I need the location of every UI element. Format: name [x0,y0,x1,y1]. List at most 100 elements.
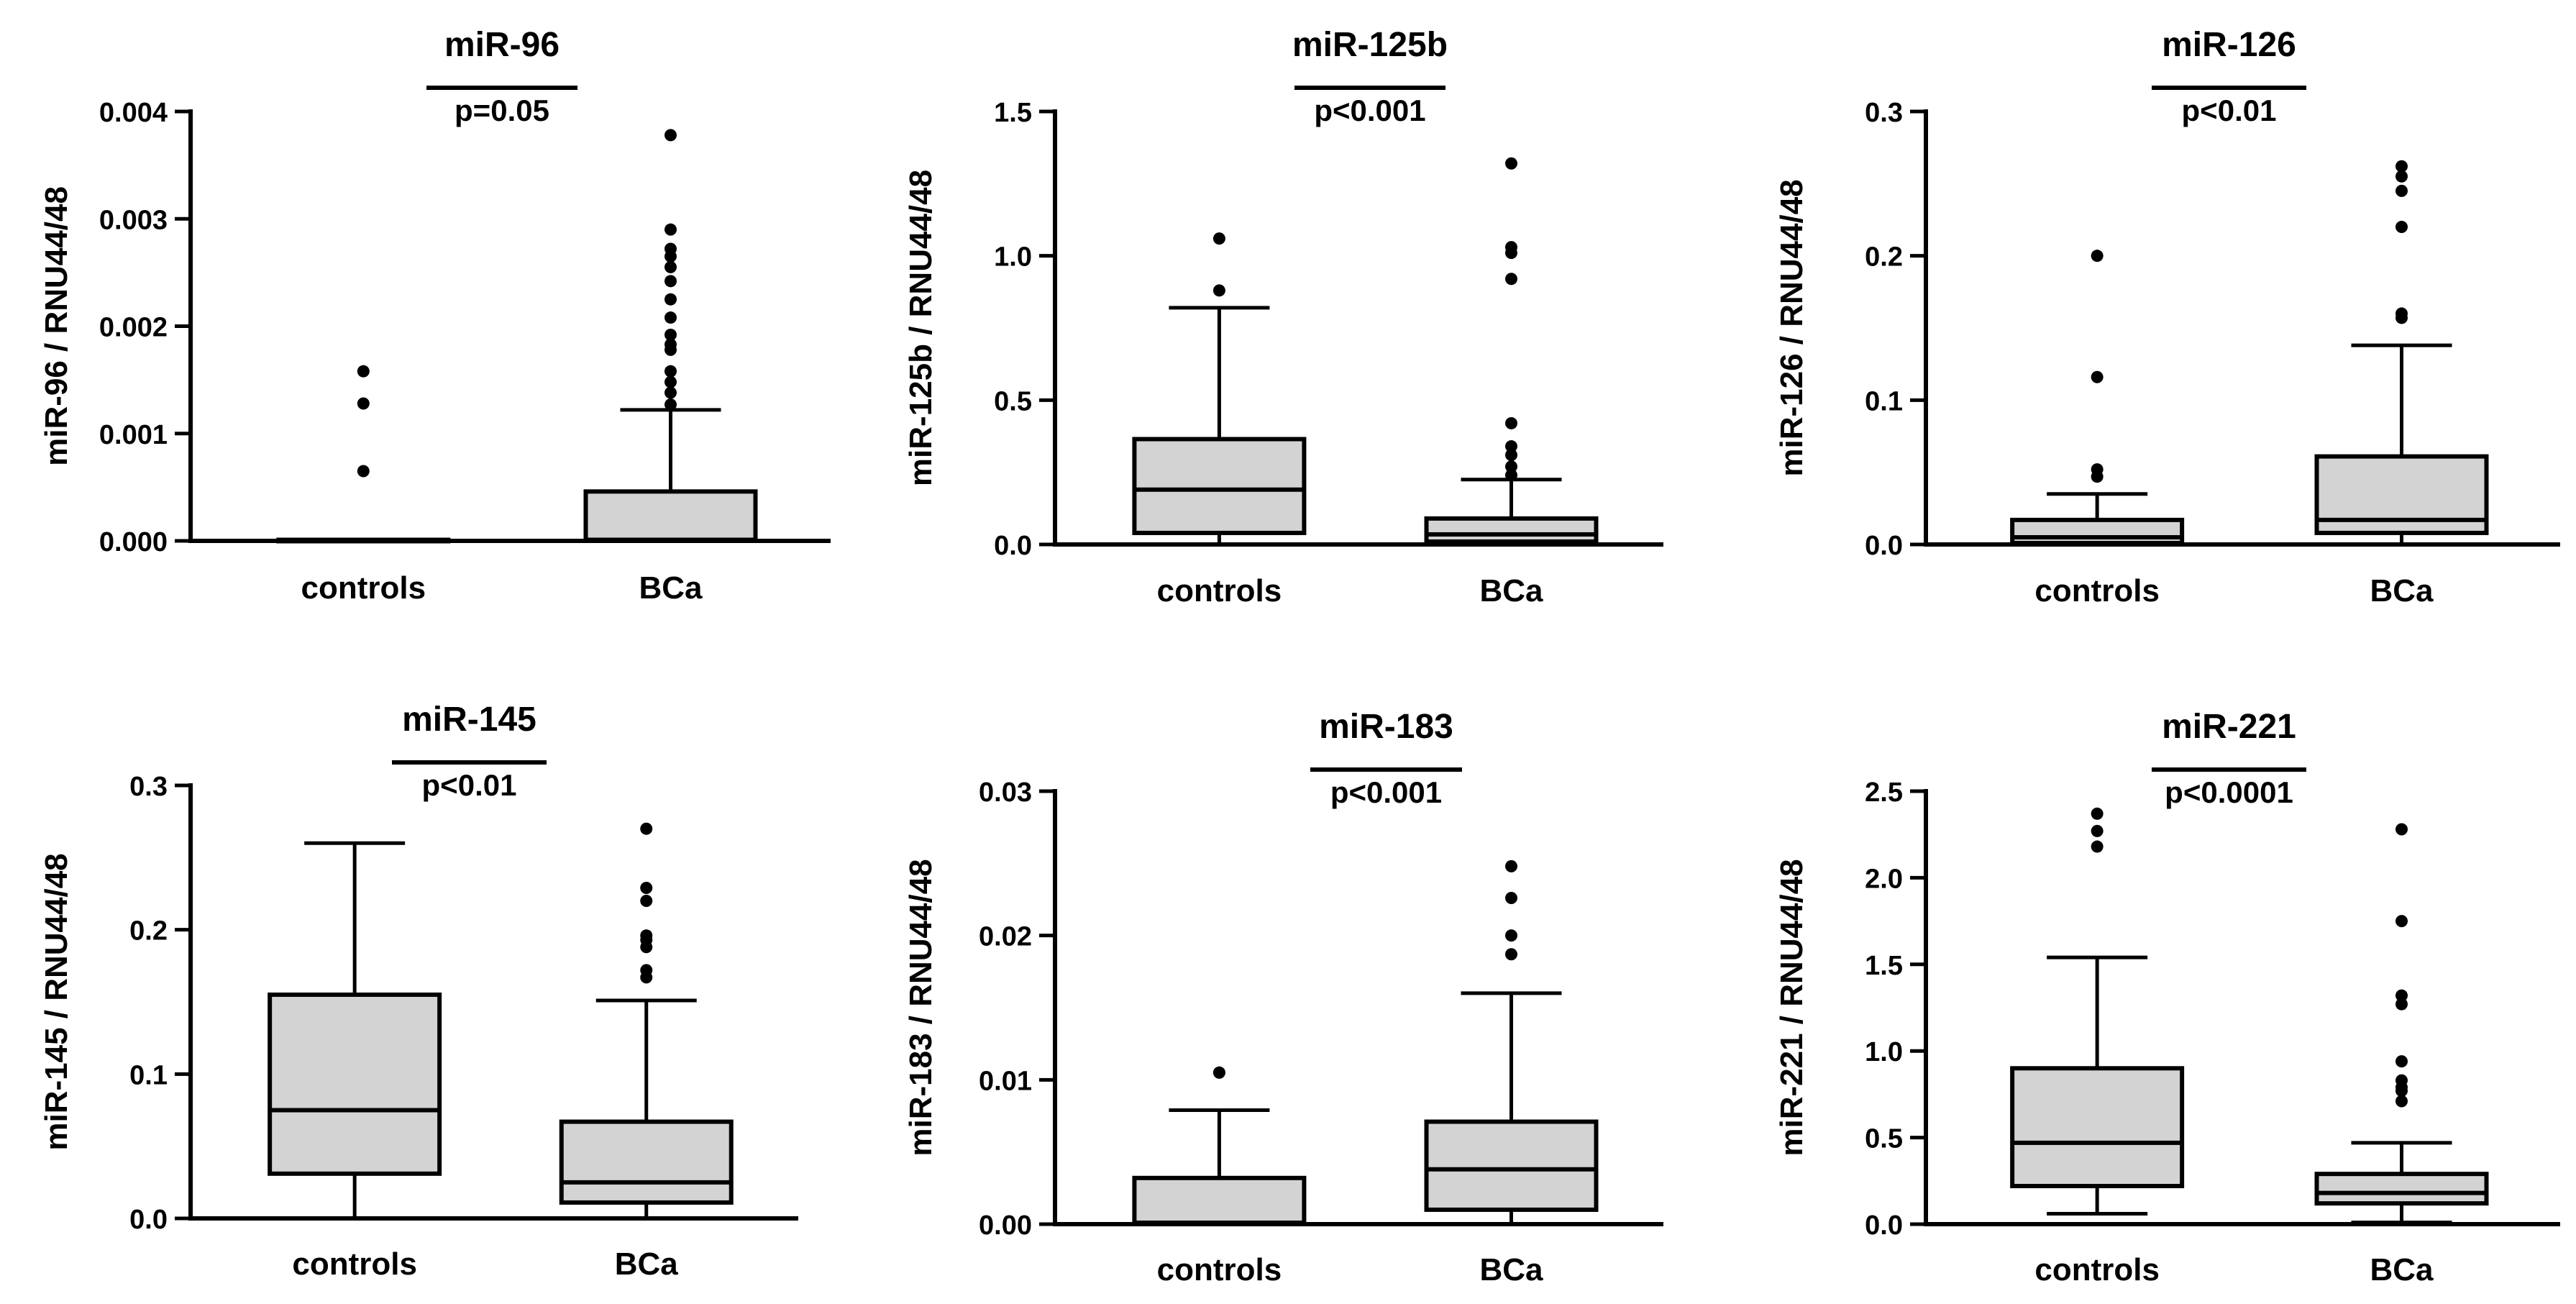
y-tick-label: 0.0 [129,1205,168,1235]
outlier-point [1212,232,1225,245]
outlier-point [357,465,370,478]
box-controls [1132,1066,1307,1226]
y-tick-label: 0.3 [129,772,168,802]
box-bca [559,822,734,1221]
x-tick-label: BCa [2370,573,2434,608]
y-axis-label: miR-96 / RNU44/48 [39,186,74,466]
iqr-box [1424,1119,1599,1212]
y-tick-label: 0.002 [99,313,168,343]
box-bca [2314,823,2489,1225]
outlier-point [640,822,653,835]
iqr-box [2314,1172,2489,1206]
y-tick-label: 0.02 [979,922,1032,952]
outlier-point [664,328,677,341]
y-tick-label: 0.000 [99,527,168,557]
y-tick-label: 1.5 [994,98,1032,128]
y-tick-label: 0.01 [979,1066,1032,1096]
p-value-label: p<0.01 [2182,94,2277,127]
y-tick-label: 0.2 [129,916,168,947]
x-tick-label: controls [2034,1252,2160,1287]
x-tick-label: BCa [2370,1252,2434,1287]
y-axis-label: miR-125b / RNU44/48 [903,170,938,486]
outlier-point [1505,469,1517,482]
panel-title: miR-183 [1319,708,1453,746]
outlier-point [1505,891,1517,904]
outlier-point [640,881,653,894]
outlier-point [664,311,677,324]
panel-mir-125b: miR-125b p<0.001 0.0 0.5 1.0 1.5 miR-125b / RN… [903,26,1663,608]
box-controls [1132,232,1307,547]
y-tick-label: 0.5 [994,386,1032,416]
outlier-point [2395,221,2408,234]
p-value-label: p<0.01 [422,768,517,802]
outlier-point [1505,416,1517,429]
outlier-point [664,275,677,288]
panel-mir-221: miR-221 p<0.0001 0.0 0.5 1.0 1.5 2.0 2.5 miR-221… [1774,708,2560,1287]
outlier-point [1505,440,1517,453]
x-tick-label: controls [301,570,426,606]
p-value-label: p<0.001 [1314,94,1425,127]
p-value-label: p<0.0001 [2165,775,2293,809]
panel-title: miR-96 [444,26,559,64]
outlier-point [1505,273,1517,286]
outlier-point [2395,998,2408,1011]
outlier-point [1505,241,1517,254]
panel-mir-126: miR-126 p<0.01 0.0 0.1 0.2 0.3 miR-126 / RNU44… [1774,26,2560,608]
y-tick-label: 0.001 [99,420,168,450]
x-tick-label: BCa [639,570,703,606]
outlier-point [1505,929,1517,942]
box-bca [2314,160,2489,547]
outlier-point [1212,1066,1225,1079]
outlier-point [1505,460,1517,473]
y-tick-label: 0.0 [994,531,1032,561]
p-value-label: p<0.001 [1330,775,1442,809]
y-tick-label: 0.0 [1865,531,1903,561]
box-controls [2010,250,2185,547]
y-axis-label: miR-221 / RNU44/48 [1774,859,1809,1156]
outlier-point [664,365,677,378]
y-tick-label: 0.0 [1865,1210,1903,1241]
outlier-point [2395,1095,2408,1108]
outlier-point [664,260,677,273]
x-tick-label: controls [1157,573,1282,608]
outlier-point [664,293,677,306]
outlier-point [664,242,677,255]
outlier-point [664,338,677,351]
outlier-point [2395,307,2408,320]
x-tick-label: controls [1157,1252,1282,1287]
y-axis-label: miR-145 / RNU44/48 [39,853,74,1150]
panel-title: miR-221 [2162,708,2296,746]
y-tick-label: 0.2 [1865,242,1903,273]
y-tick-label: 1.5 [1865,951,1903,981]
box-controls [268,841,442,1221]
y-tick-label: 0.3 [1865,98,1903,128]
outlier-point [1505,948,1517,961]
outlier-point [2091,807,2104,820]
box-bca [1424,157,1599,547]
outlier-point [1505,157,1517,170]
box-controls [276,365,451,544]
box-controls [2010,807,2185,1216]
outlier-point [664,386,677,399]
outlier-point [2091,840,2104,853]
y-tick-label: 0.1 [129,1060,168,1090]
y-tick-label: 0.00 [979,1210,1032,1241]
outlier-point [2395,989,2408,1002]
y-tick-label: 1.0 [1865,1037,1903,1067]
outlier-point [2395,1074,2408,1087]
outlier-point [1505,449,1517,462]
outlier-point [1212,284,1225,297]
y-tick-label: 0.003 [99,205,168,235]
box-bca [583,129,758,543]
iqr-box [1132,1175,1307,1226]
outlier-point [664,398,677,411]
panel-title: miR-126 [2162,26,2296,64]
y-tick-label: 2.5 [1865,778,1903,808]
outlier-point [1505,860,1517,872]
outlier-point [664,129,677,142]
y-tick-label: 0.004 [99,98,168,128]
x-tick-label: BCa [1479,1252,1543,1287]
outlier-point [357,365,370,378]
panel-mir-145: miR-145 p<0.01 0.0 0.1 0.2 0.3 miR-145 / RNU44… [39,701,798,1282]
panel-mir-183: miR-183 p<0.001 0.00 0.01 0.02 0.03 miR-183 / … [903,708,1663,1287]
